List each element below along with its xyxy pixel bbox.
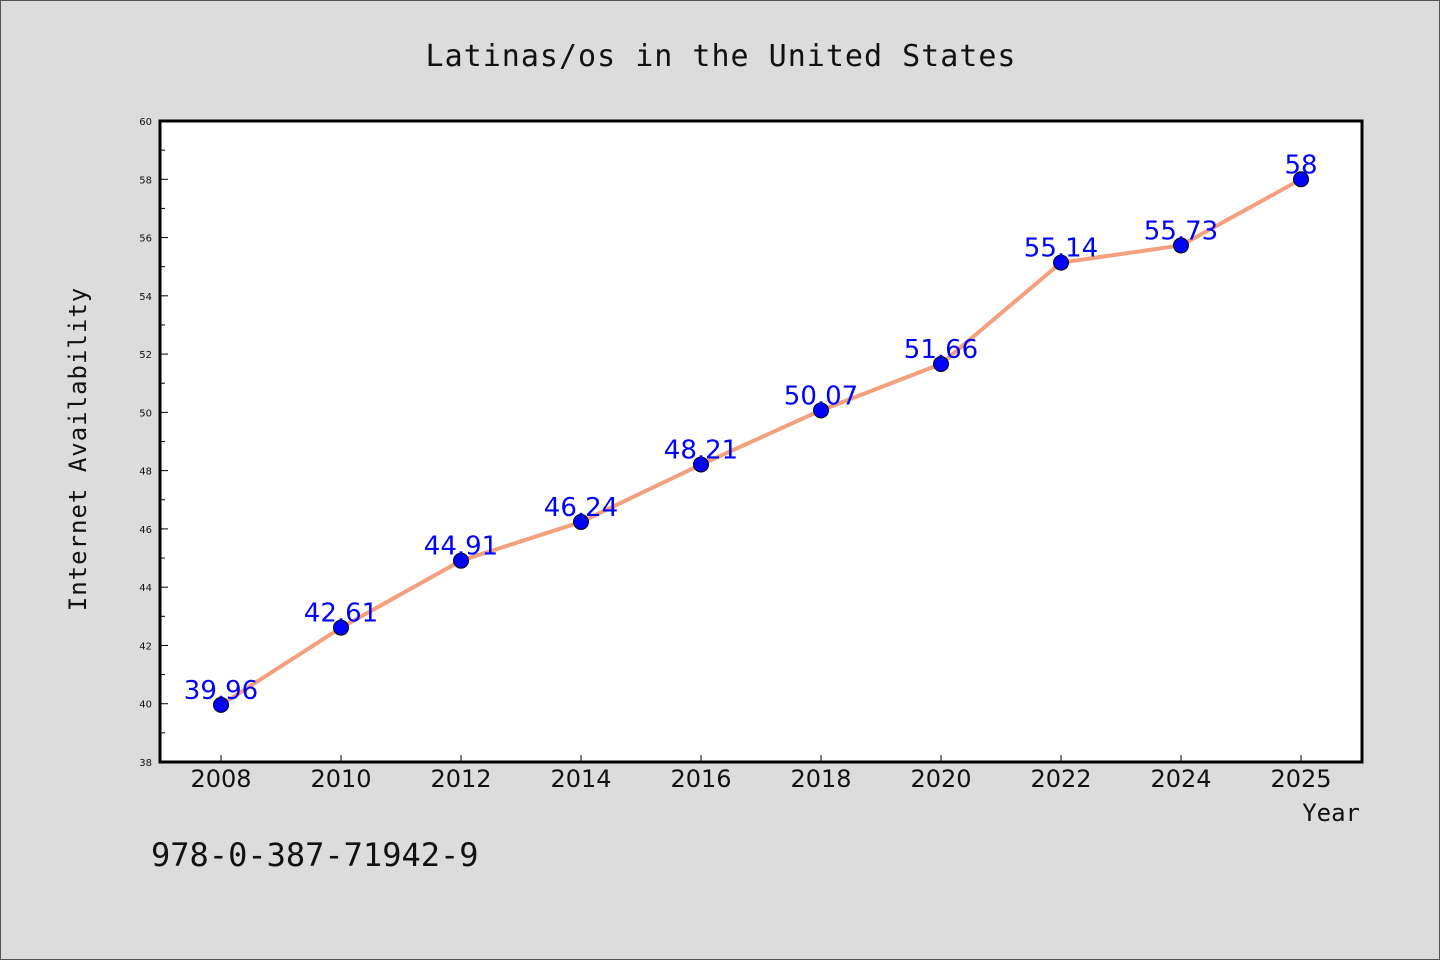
y-tick-label: 42 [139, 641, 152, 652]
x-tick-label: 2014 [550, 765, 611, 793]
data-label: 58 [1284, 150, 1317, 180]
data-label: 44.91 [424, 532, 498, 562]
y-tick-label: 60 [139, 117, 152, 128]
data-point [453, 552, 469, 569]
series-line [219, 177, 1303, 707]
x-tick-label: 2024 [1150, 765, 1211, 793]
x-tick-label: 2022 [1030, 765, 1091, 793]
data-labels: 39.96 42.61 44.91 46.24 48.21 50.07 51.66 55.14… [184, 150, 1318, 706]
data-label: 51.66 [904, 335, 978, 365]
data-series [213, 171, 1309, 713]
x-tick-label: 2018 [790, 765, 851, 793]
y-tick-label: 50 [139, 408, 152, 419]
y-tick-label: 40 [139, 700, 152, 711]
data-point [213, 696, 229, 713]
data-point [693, 456, 709, 473]
x-tick-label: 2016 [670, 765, 731, 793]
x-axis: 2008 2010 2012 2014 2016 2018 2020 2022 2024 2025 [190, 755, 1332, 793]
data-label: 48.21 [664, 436, 738, 466]
isbn-text: 978-0-387-71942-9 [151, 836, 479, 874]
x-tick-label: 2020 [910, 765, 971, 793]
x-tick-label: 2025 [1270, 765, 1331, 793]
y-tick-label: 44 [139, 583, 152, 594]
data-point [1173, 237, 1189, 254]
x-tick-label: 2008 [190, 765, 251, 793]
data-label: 55.73 [1144, 216, 1218, 246]
y-tick-label: 56 [139, 234, 152, 245]
data-point [933, 355, 949, 372]
y-tick-label: 54 [139, 292, 152, 303]
data-label: 55.14 [1024, 234, 1098, 264]
data-point [573, 513, 589, 530]
y-tick-label: 38 [139, 758, 152, 769]
data-point [813, 402, 829, 419]
y-tick-label: 52 [139, 350, 152, 361]
y-axis-label: Internet Availability [64, 287, 92, 611]
y-tick-label: 46 [139, 525, 152, 536]
data-point [1293, 171, 1309, 188]
data-label: 42.61 [304, 599, 378, 629]
data-label: 46.24 [544, 493, 618, 523]
y-tick-label: 48 [139, 467, 152, 478]
y-axis: 38 40 42 44 46 48 50 52 54 56 58 60 [139, 117, 168, 769]
data-point [333, 619, 349, 636]
x-tick-label: 2012 [430, 765, 491, 793]
chart-title: Latinas/os in the United States [426, 39, 1017, 74]
data-label: 50.07 [784, 381, 858, 411]
data-point [1053, 254, 1069, 271]
x-axis-label: Year [1302, 799, 1360, 827]
y-tick-label: 58 [139, 175, 152, 186]
data-label: 39.96 [184, 676, 258, 706]
plot-area [158, 119, 1364, 764]
x-tick-label: 2010 [310, 765, 371, 793]
